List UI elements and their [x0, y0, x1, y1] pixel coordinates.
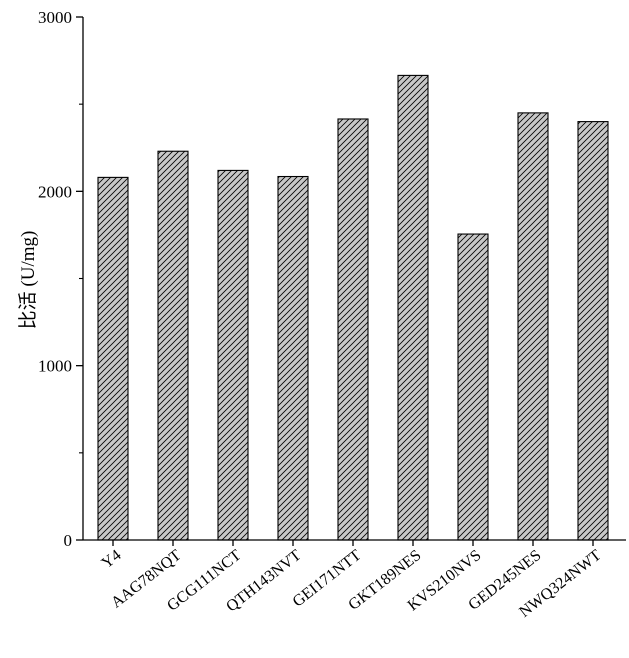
bar-y4	[97, 176, 129, 541]
bar-nwq324nwt	[577, 121, 609, 541]
bar-gei171ntt	[337, 118, 369, 541]
x-tick-label: Y4	[99, 547, 125, 572]
bar-ged245nes	[517, 112, 549, 541]
x-ticks-group: Y4AAG78NQTGCG111NCTQTH143NVTGEI171NTTGKT…	[99, 540, 605, 621]
y-tick-label: 2000	[38, 182, 72, 201]
bar-aag78nqt	[157, 150, 189, 541]
y-tick-label: 0	[64, 531, 73, 550]
bar-qth143nvt	[277, 175, 309, 541]
y-tick-label: 1000	[38, 357, 72, 376]
bar-gcg111nct	[217, 169, 249, 541]
bar-gkt189nes	[397, 74, 429, 541]
y-tick-label: 3000	[38, 8, 72, 27]
y-axis-label: 比活 (U/mg)	[17, 231, 39, 330]
bars-group	[97, 74, 609, 541]
bar-kvs210nvs	[457, 233, 489, 541]
y-ticks-group: 0 1000 2000 3000	[38, 8, 83, 550]
